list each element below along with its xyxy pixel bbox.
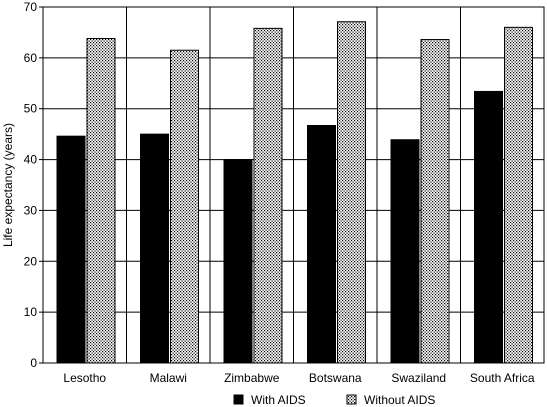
y-tick-label-70: 70 xyxy=(24,0,38,14)
y-tick-label-50: 50 xyxy=(24,102,38,116)
x-category-label-lesotho: Lesotho xyxy=(63,371,106,385)
bar-without-aids-swaziland xyxy=(420,39,450,364)
bar-with-aids-botswana xyxy=(307,124,336,364)
y-tick-label-30: 30 xyxy=(24,203,38,217)
bar-without-aids-botswana xyxy=(337,21,366,364)
legend-swatch-with-aids xyxy=(233,394,244,405)
x-category-label-malawi: Malawi xyxy=(150,371,187,385)
legend-label-with-aids: With AIDS xyxy=(251,393,306,407)
legend-swatch-without-aids xyxy=(346,394,357,405)
bar-without-aids-malawi xyxy=(170,49,199,364)
legend-label-without-aids: Without AIDS xyxy=(364,393,435,407)
bar-with-aids-swaziland xyxy=(390,139,420,364)
x-axis-category-labels: Lesotho Malawi Zimbabwe Botswana Swaziland So… xyxy=(63,371,535,385)
bar-with-aids-south-africa xyxy=(474,90,503,364)
x-category-label-swaziland: Swaziland xyxy=(391,371,446,385)
y-tick-label-0: 0 xyxy=(30,356,37,370)
y-axis-title: Life expectancy (years) xyxy=(1,123,15,247)
y-tick-label-20: 20 xyxy=(24,254,38,268)
x-category-label-zimbabwe: Zimbabwe xyxy=(224,371,280,385)
bar-without-aids-zimbabwe xyxy=(253,27,283,364)
y-axis-ticks: 0 10 20 30 40 50 60 70 xyxy=(24,0,43,370)
bar-with-aids-malawi xyxy=(140,133,169,364)
bars xyxy=(56,21,533,364)
x-category-label-south-africa: South Africa xyxy=(470,371,535,385)
y-tick-label-10: 10 xyxy=(24,305,38,319)
y-tick-label-40: 40 xyxy=(24,153,38,167)
x-category-label-botswana: Botswana xyxy=(309,371,362,385)
legend: With AIDS Without AIDS xyxy=(233,393,435,407)
bar-without-aids-lesotho xyxy=(86,38,116,364)
plot-frame xyxy=(42,6,545,364)
bar-with-aids-lesotho xyxy=(56,135,86,364)
category-separators xyxy=(126,7,461,363)
bar-without-aids-south-africa xyxy=(504,26,533,364)
bar-with-aids-zimbabwe xyxy=(223,159,253,364)
y-tick-label-60: 60 xyxy=(24,51,38,65)
